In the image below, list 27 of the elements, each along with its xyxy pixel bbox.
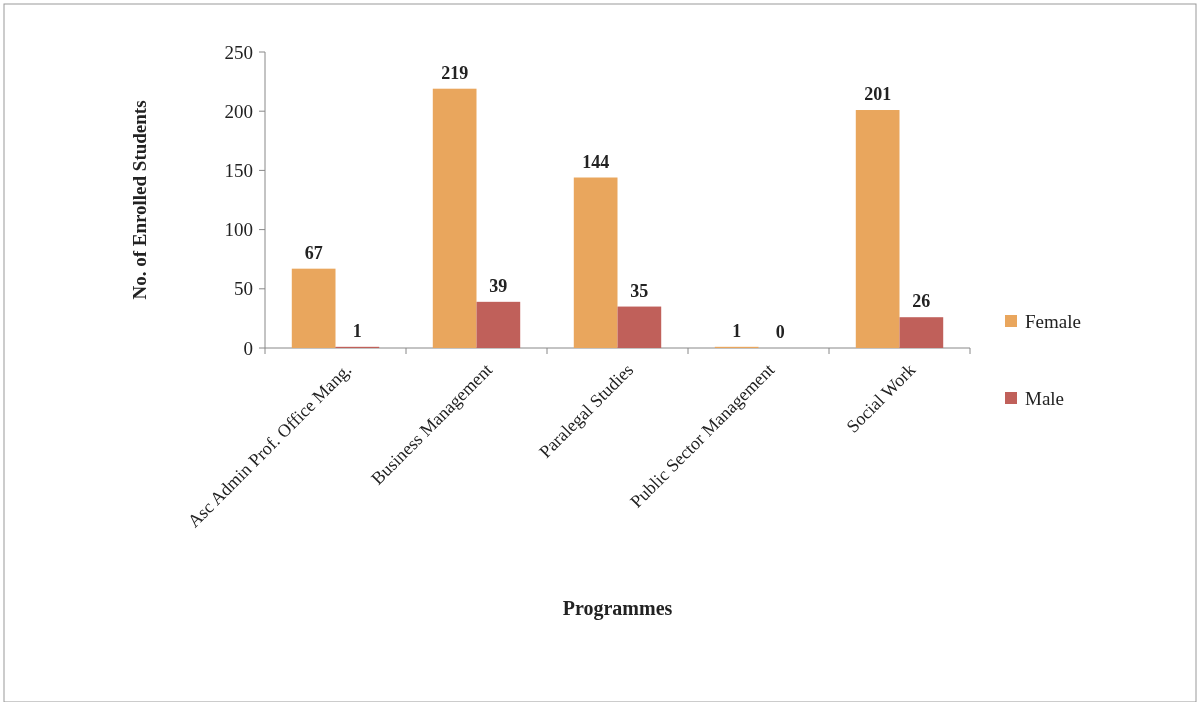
data-label: 1 (352, 320, 362, 341)
y-tick-label: 250 (224, 41, 253, 63)
bar (855, 110, 900, 348)
data-label: 144 (582, 151, 610, 172)
data-label: 39 (489, 275, 508, 296)
bar (476, 301, 521, 348)
data-label: 0 (775, 322, 785, 342)
data-label: 201 (864, 84, 892, 105)
data-label: 1 (732, 320, 742, 341)
y-tick-label: 100 (224, 219, 253, 241)
bar (899, 317, 944, 348)
y-tick-label: 150 (224, 160, 253, 182)
data-label: 26 (912, 291, 931, 312)
legend-label: Male (1025, 387, 1065, 409)
bar (432, 88, 477, 348)
y-axis-title: No. of Enrolled Students (129, 100, 150, 300)
data-label: 35 (630, 280, 649, 301)
y-tick-label: 0 (243, 337, 253, 359)
legend-label: Female (1025, 310, 1081, 332)
x-axis-title: Programmes (562, 597, 673, 620)
bar (291, 268, 336, 348)
y-tick-label: 50 (234, 278, 253, 300)
bar (617, 306, 662, 348)
y-tick-label: 200 (224, 100, 253, 122)
data-label: 67 (304, 242, 323, 263)
data-label: 219 (441, 62, 469, 83)
bar (573, 177, 618, 348)
